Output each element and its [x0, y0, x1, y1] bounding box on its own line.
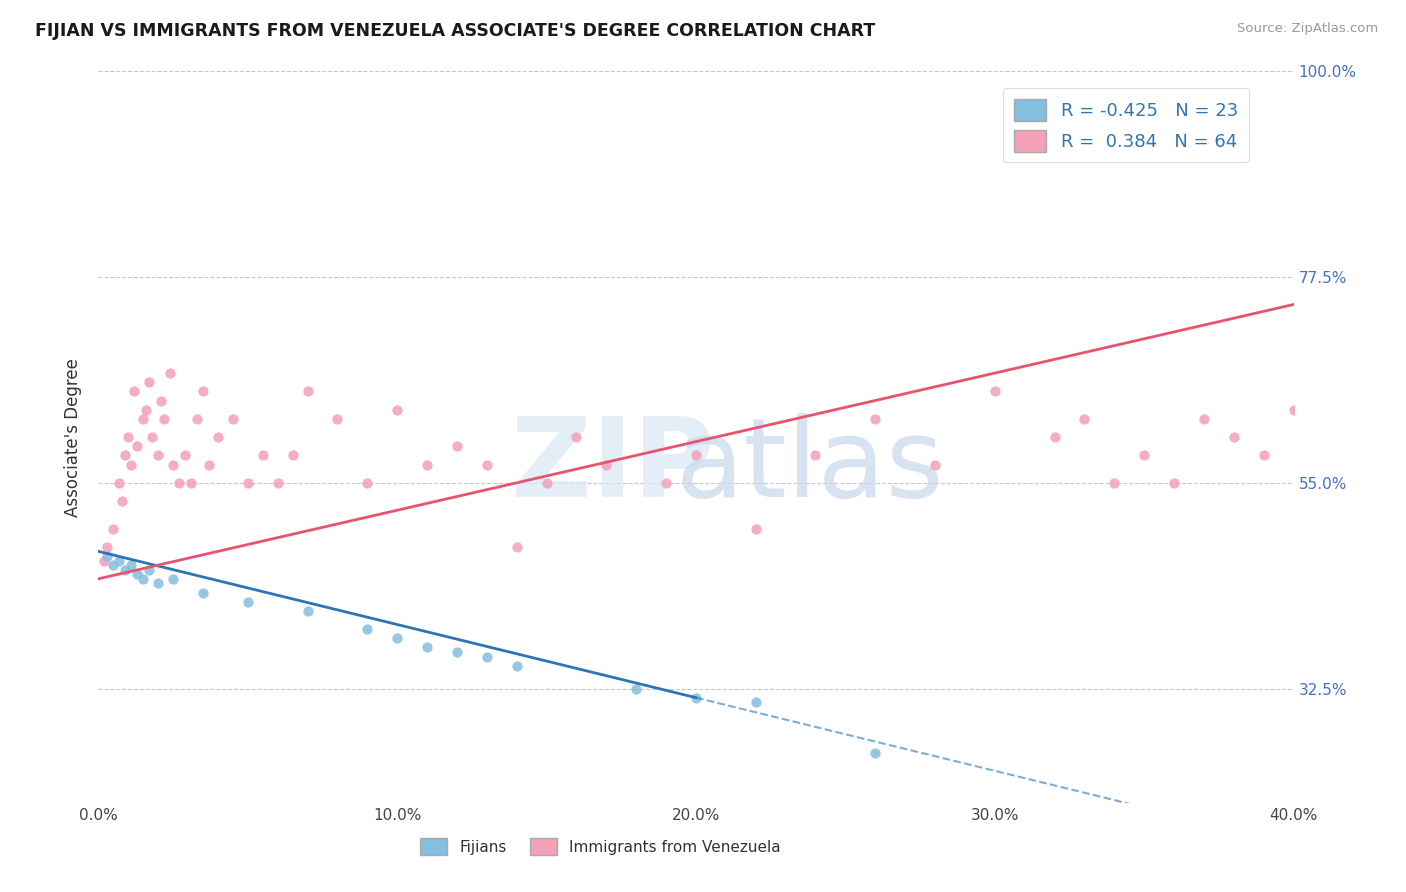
Point: [111, 494, 134, 508]
Point: [114, 563, 136, 577]
Point: [356, 622, 378, 636]
Point: [685, 690, 707, 705]
Point: [96, 540, 118, 554]
Point: [297, 384, 319, 399]
Point: [148, 576, 170, 591]
Point: [804, 448, 827, 462]
Point: [222, 412, 245, 426]
Point: [865, 746, 887, 760]
Point: [138, 375, 160, 389]
Point: [252, 448, 274, 462]
Point: [148, 448, 170, 462]
Point: [745, 521, 768, 535]
Point: [385, 632, 409, 646]
Point: [1104, 475, 1126, 490]
Point: [1192, 412, 1215, 426]
Point: [416, 640, 439, 655]
Point: [385, 402, 409, 417]
Point: [1043, 430, 1066, 444]
Point: [124, 384, 146, 399]
Point: [162, 458, 184, 472]
Point: [924, 458, 946, 472]
Point: [174, 448, 197, 462]
Point: [132, 572, 155, 586]
Point: [108, 553, 131, 567]
Point: [1163, 475, 1185, 490]
Point: [475, 458, 498, 472]
Point: [356, 475, 378, 490]
Point: [745, 695, 768, 709]
Point: [103, 521, 125, 535]
Point: [138, 563, 160, 577]
Point: [475, 649, 498, 664]
Point: [103, 558, 125, 573]
Point: [1253, 448, 1275, 462]
Legend: Fijians, Immigrants from Venezuela: Fijians, Immigrants from Venezuela: [413, 832, 787, 861]
Point: [120, 458, 142, 472]
Y-axis label: Associate's Degree: Associate's Degree: [63, 358, 82, 516]
Text: atlas: atlas: [675, 413, 943, 520]
Point: [446, 645, 468, 659]
Point: [191, 384, 214, 399]
Text: FIJIAN VS IMMIGRANTS FROM VENEZUELA ASSOCIATE'S DEGREE CORRELATION CHART: FIJIAN VS IMMIGRANTS FROM VENEZUELA ASSO…: [35, 22, 876, 40]
Point: [96, 549, 118, 563]
Point: [93, 553, 115, 567]
Point: [167, 475, 190, 490]
Point: [626, 681, 648, 696]
Point: [506, 540, 529, 554]
Point: [153, 412, 176, 426]
Point: [159, 366, 181, 380]
Point: [1402, 448, 1406, 462]
Point: [114, 448, 136, 462]
Point: [267, 475, 290, 490]
Point: [162, 572, 184, 586]
Point: [1223, 430, 1246, 444]
Point: [326, 412, 349, 426]
Point: [595, 458, 617, 472]
Point: [207, 430, 229, 444]
Point: [1343, 430, 1365, 444]
Point: [150, 393, 173, 408]
Point: [191, 585, 214, 599]
Point: [1298, 430, 1320, 444]
Point: [1073, 412, 1095, 426]
Point: [120, 558, 142, 573]
Point: [198, 458, 221, 472]
Point: [865, 412, 887, 426]
Point: [655, 475, 678, 490]
Point: [127, 567, 149, 582]
Point: [236, 594, 259, 608]
Point: [117, 430, 139, 444]
Point: [186, 412, 208, 426]
Point: [281, 448, 304, 462]
Point: [1372, 412, 1395, 426]
Point: [1282, 402, 1305, 417]
Point: [180, 475, 202, 490]
Point: [132, 412, 155, 426]
Point: [1312, 384, 1334, 399]
Point: [565, 430, 588, 444]
Text: ZIP: ZIP: [510, 413, 714, 520]
Point: [984, 384, 1007, 399]
Text: Source: ZipAtlas.com: Source: ZipAtlas.com: [1237, 22, 1378, 36]
Point: [1133, 448, 1156, 462]
Point: [236, 475, 259, 490]
Point: [141, 430, 163, 444]
Point: [536, 475, 558, 490]
Point: [127, 439, 149, 453]
Point: [506, 658, 529, 673]
Point: [297, 604, 319, 618]
Point: [135, 402, 157, 417]
Point: [416, 458, 439, 472]
Point: [446, 439, 468, 453]
Point: [685, 448, 707, 462]
Point: [108, 475, 131, 490]
